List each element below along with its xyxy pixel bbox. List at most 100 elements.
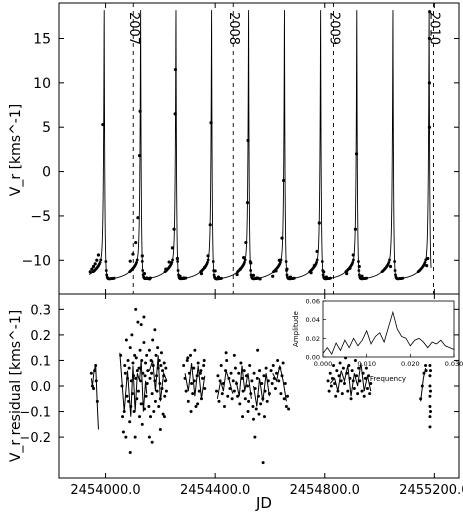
residual-data-point: [278, 366, 282, 370]
rv-data-point: [425, 264, 429, 268]
x-tick-label: 2454400.0: [180, 483, 250, 498]
year-label: 2010: [427, 12, 442, 45]
residual-data-point: [147, 348, 151, 352]
residual-data-point: [182, 364, 186, 368]
residual-data-point: [251, 404, 255, 408]
rv-data-point: [136, 216, 140, 220]
rv-data-point: [427, 125, 432, 129]
rv-data-point: [320, 260, 324, 263]
residual-data-point: [285, 394, 289, 398]
year-label: 2008: [226, 12, 241, 45]
residual-data-point: [164, 389, 168, 393]
residual-data-point: [236, 394, 240, 398]
rv-data-point: [278, 261, 282, 264]
residual-data-point: [156, 366, 160, 370]
residual-data-point: [145, 353, 149, 357]
rv-data-point: [206, 261, 209, 264]
rv-data-point: [243, 261, 246, 264]
residual-data-point: [196, 361, 200, 365]
y-tick-label: 5: [42, 120, 51, 136]
residual-data-point: [362, 394, 366, 398]
rv-data-point: [393, 269, 397, 272]
residual-data-point: [131, 361, 135, 365]
residual-data-point: [260, 381, 264, 385]
residual-data-point: [140, 358, 144, 362]
residual-data-point: [158, 397, 162, 401]
residual-data-point: [140, 422, 144, 426]
rv-data-point: [387, 261, 391, 264]
residual-data-point: [130, 392, 134, 396]
residual-data-point: [129, 379, 133, 383]
rv-data-point: [248, 260, 252, 263]
residual-data-point: [227, 376, 231, 380]
residual-data-point: [282, 397, 286, 401]
residual-data-point: [148, 376, 152, 380]
residual-data-point: [159, 364, 163, 368]
residual-data-point: [121, 415, 125, 419]
x-tick-label: 2454800.0: [290, 483, 360, 498]
rv-data-point: [321, 273, 325, 277]
residual-data-point: [128, 450, 132, 454]
residual-data-point: [241, 415, 245, 419]
inset-y-tick-label: 0.04: [306, 316, 320, 324]
residual-data-point: [428, 374, 432, 378]
rv-data-point: [88, 270, 92, 274]
residual-connector-line: [148, 355, 168, 402]
residual-data-point: [157, 404, 161, 408]
residual-data-point: [339, 379, 343, 383]
residual-data-point: [264, 366, 268, 370]
residual-data-point: [361, 371, 365, 375]
residual-data-point: [352, 387, 356, 391]
rv-data-point: [365, 276, 369, 280]
rv-data-point: [209, 121, 213, 125]
residual-data-point: [184, 389, 188, 393]
residual-data-point: [232, 389, 236, 393]
residual-data-point: [261, 461, 265, 465]
residual-data-point: [143, 374, 147, 378]
residual-data-point: [163, 379, 167, 383]
residual-data-point: [256, 348, 260, 352]
residual-data-point: [153, 379, 157, 383]
residual-data-point: [250, 379, 254, 383]
rv-data-point: [353, 227, 358, 231]
residual-data-point: [201, 376, 205, 380]
residual-data-point: [253, 387, 257, 391]
residual-data-point: [243, 397, 247, 401]
rv-data-point: [128, 259, 132, 263]
residual-data-point: [147, 435, 151, 439]
residual-data-point: [146, 369, 150, 373]
y-tick-label: 0.3: [30, 303, 51, 318]
residual-data-point: [428, 425, 432, 429]
residual-connector-line: [216, 370, 234, 399]
residual-data-point: [266, 379, 270, 383]
residual-data-point: [249, 392, 253, 396]
rv-data-point: [282, 178, 286, 183]
residual-data-point: [429, 389, 433, 393]
residual-data-point: [228, 387, 232, 391]
rv-y-axis: −10 −5 0 5 10 15: [21, 3, 459, 294]
rv-data-point: [137, 153, 142, 158]
inset-y-tick-label: 0.00: [306, 354, 320, 362]
rv-data-point: [104, 269, 108, 272]
residual-data-point: [186, 356, 190, 360]
residual-data-point: [192, 379, 196, 383]
residual-data-point: [162, 361, 166, 365]
residual-data-point: [351, 379, 355, 383]
residual-data-point: [420, 384, 424, 388]
residual-data-point: [259, 402, 263, 406]
residual-data-point: [281, 361, 285, 365]
inset-x-tick-label: 0.020: [401, 360, 420, 368]
y-tick-label: 0.0: [30, 380, 51, 395]
rv-data-point: [112, 276, 116, 280]
rv-data-point: [243, 258, 247, 262]
residual-data-point: [190, 381, 194, 385]
residual-data-point: [196, 402, 200, 406]
rv-data-point: [293, 276, 296, 280]
rv-data-point: [394, 273, 397, 277]
residual-data-point: [122, 410, 126, 414]
rv-data-point: [315, 258, 319, 262]
residual-data-point: [123, 371, 127, 375]
rv-data-point: [149, 276, 153, 280]
residual-data-point: [202, 364, 206, 368]
residual-data-point: [132, 374, 136, 378]
